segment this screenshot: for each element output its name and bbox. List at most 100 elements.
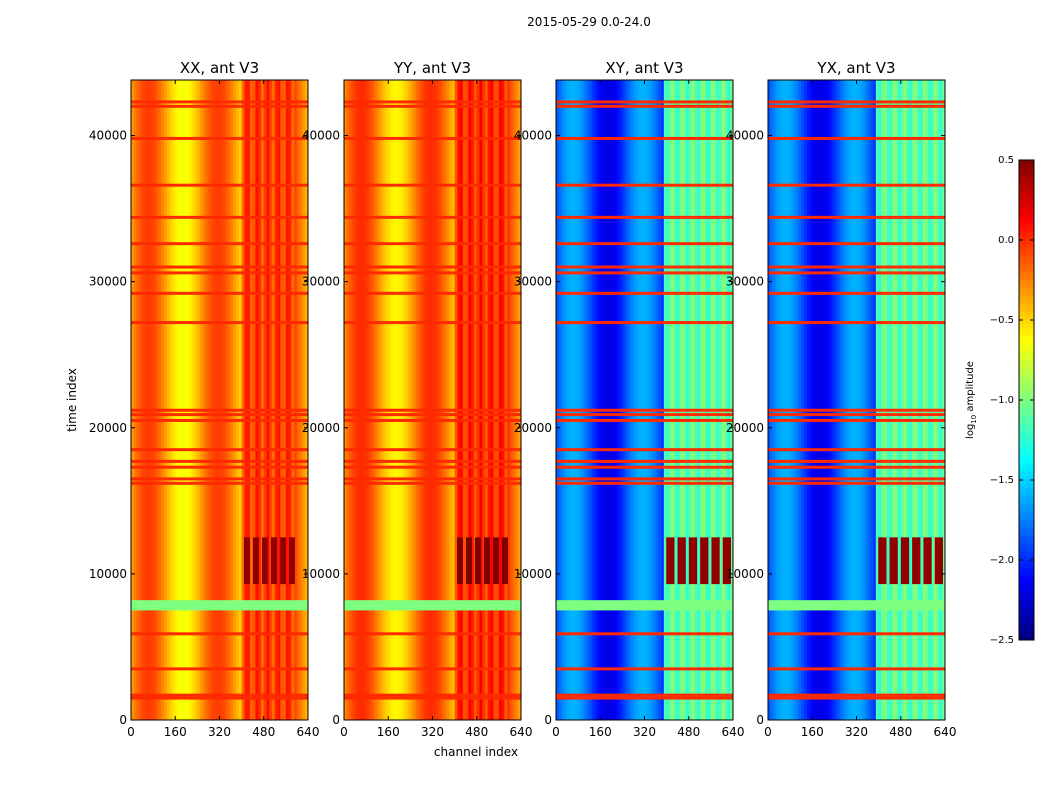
heatmap-hot-cell — [912, 537, 921, 585]
heatmap-column — [922, 80, 927, 720]
heatmap-column — [839, 80, 844, 720]
heatmap-column — [903, 80, 907, 720]
panel-title: YY, ant V3 — [393, 59, 471, 77]
heatmap-column — [277, 80, 281, 720]
heatmap-hot-cell — [666, 537, 675, 585]
heatmap-column — [834, 80, 838, 720]
colorbar-segment — [1019, 476, 1034, 481]
heatmap-column — [911, 80, 915, 720]
colorbar-segment — [1019, 240, 1034, 245]
heatmap-hot-cell — [253, 537, 259, 585]
heatmap-column — [831, 80, 835, 720]
heatmap-column — [186, 80, 190, 720]
heatmap-column — [826, 80, 830, 720]
heatmap-column — [776, 80, 780, 720]
colorbar-segment — [1019, 564, 1034, 569]
heatmap-column — [258, 80, 262, 720]
y-tick-label: 40000 — [89, 129, 127, 143]
heatmap-column — [172, 80, 176, 720]
heatmap-rfi-row — [768, 104, 945, 108]
heatmap-hot-cell — [474, 537, 481, 585]
heatmap-column — [424, 80, 428, 720]
heatmap-column — [770, 80, 774, 720]
heatmap-rfi-row — [131, 242, 308, 246]
heatmap-column — [413, 80, 417, 720]
heatmap-column — [809, 80, 813, 720]
heatmap-column — [837, 80, 841, 720]
heatmap-rfi-row — [768, 100, 945, 104]
heatmap-column — [870, 80, 874, 720]
heatmap-column — [867, 80, 871, 720]
heatmap-column — [415, 80, 420, 720]
heatmap-column — [501, 80, 505, 720]
heatmap-rfi-row — [556, 136, 733, 140]
x-tick-label: 0 — [340, 725, 348, 739]
heatmap-column — [650, 80, 654, 720]
x-tick-label: 160 — [801, 725, 824, 739]
heatmap-column — [404, 80, 409, 720]
heatmap-column — [853, 80, 857, 720]
panel-title: XY, ant V3 — [605, 59, 683, 77]
colorbar-segment — [1019, 484, 1034, 489]
heatmap-column — [705, 80, 709, 720]
heatmap-rfi-row — [556, 667, 733, 671]
heatmap-rfi-row — [131, 477, 308, 481]
colorbar-segment — [1019, 200, 1034, 205]
heatmap-column — [136, 80, 140, 720]
colorbar-segment — [1019, 196, 1034, 201]
heatmap-column — [175, 80, 179, 720]
heatmap-rfi-row — [131, 136, 308, 140]
heatmap-rfi-row — [344, 632, 521, 636]
heatmap-column — [859, 80, 863, 720]
colorbar-segment — [1019, 616, 1034, 621]
heatmap-column — [572, 80, 576, 720]
colorbar-segment — [1019, 192, 1034, 197]
heatmap-rfi-row — [556, 321, 733, 325]
heatmap-rfi-row — [556, 448, 733, 452]
colorbar-segment — [1019, 364, 1034, 369]
heatmap-column — [150, 80, 154, 720]
heatmap-column — [183, 80, 187, 720]
heatmap-panel-4: YX, ant V3 0 160 320 480 640 0 10000 20000 30000 4… — [726, 59, 957, 739]
heatmap-column — [928, 80, 932, 720]
heatmap-column — [252, 80, 256, 720]
heatmap-rfi-row — [131, 413, 308, 417]
y-tick-label: 0 — [544, 713, 552, 727]
colorbar-tick-label: −0.5 — [990, 315, 1014, 326]
y-tick-label: 40000 — [514, 129, 552, 143]
heatmap-rfi-row — [768, 291, 945, 295]
heatmap-rfi-row — [556, 413, 733, 417]
heatmap-rfi-row — [768, 215, 945, 219]
y-tick-label: 30000 — [514, 275, 552, 289]
heatmap-column — [724, 80, 728, 720]
heatmap-rfi-row — [131, 632, 308, 636]
heatmap-rfi-row — [556, 696, 733, 700]
colorbar-segment — [1019, 352, 1034, 357]
colorbar-segment — [1019, 168, 1034, 173]
heatmap-column — [663, 80, 668, 720]
x-tick-label: 480 — [465, 725, 488, 739]
heatmap-rfi-row — [131, 321, 308, 325]
heatmap-column — [630, 80, 634, 720]
heatmap-column — [591, 80, 596, 720]
heatmap-column — [366, 80, 370, 720]
colorbar-segment — [1019, 164, 1034, 169]
heatmap-column — [260, 80, 265, 720]
colorbar-segment — [1019, 516, 1034, 521]
heatmap-column — [391, 80, 395, 720]
colorbar-segment — [1019, 448, 1034, 453]
heatmap-column — [305, 80, 309, 720]
colorbar-segment — [1019, 304, 1034, 309]
heatmap-hot-cell — [270, 537, 277, 585]
heatmap-column — [803, 80, 808, 720]
heatmap-column — [878, 80, 882, 720]
heatmap-column — [719, 80, 723, 720]
heatmap-column — [352, 80, 356, 720]
heatmap-column — [622, 80, 626, 720]
heatmap-column — [504, 80, 508, 720]
panel-title: YX, ant V3 — [816, 59, 895, 77]
colorbar-segment — [1019, 588, 1034, 593]
heatmap-column — [790, 80, 794, 720]
heatmap-column — [462, 80, 467, 720]
heatmap-column — [142, 80, 146, 720]
